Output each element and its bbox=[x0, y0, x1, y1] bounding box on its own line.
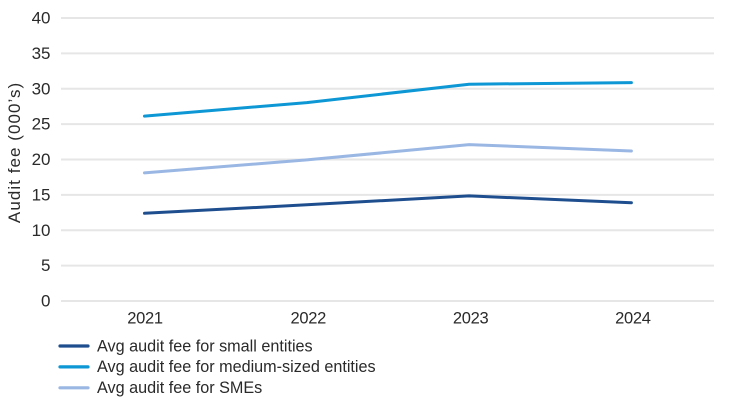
svg-text:5: 5 bbox=[41, 256, 50, 275]
svg-text:30: 30 bbox=[32, 79, 51, 98]
svg-text:0: 0 bbox=[41, 292, 50, 311]
svg-text:2021: 2021 bbox=[127, 310, 163, 328]
svg-text:Audit fee (000’s): Audit fee (000’s) bbox=[5, 82, 24, 223]
svg-text:35: 35 bbox=[32, 44, 51, 63]
svg-text:10: 10 bbox=[32, 221, 51, 240]
svg-text:15: 15 bbox=[32, 185, 51, 204]
svg-text:25: 25 bbox=[32, 115, 51, 134]
svg-text:Avg audit fee for medium-sized: Avg audit fee for medium-sized entities bbox=[97, 358, 376, 376]
svg-text:Avg audit fee for SMEs: Avg audit fee for SMEs bbox=[97, 379, 262, 397]
svg-text:20: 20 bbox=[32, 150, 51, 169]
svg-text:2023: 2023 bbox=[453, 310, 489, 328]
svg-text:40: 40 bbox=[32, 9, 51, 28]
svg-text:Avg audit fee for small entiti: Avg audit fee for small entities bbox=[97, 338, 313, 356]
svg-text:2024: 2024 bbox=[615, 310, 651, 328]
svg-text:2022: 2022 bbox=[291, 310, 327, 328]
